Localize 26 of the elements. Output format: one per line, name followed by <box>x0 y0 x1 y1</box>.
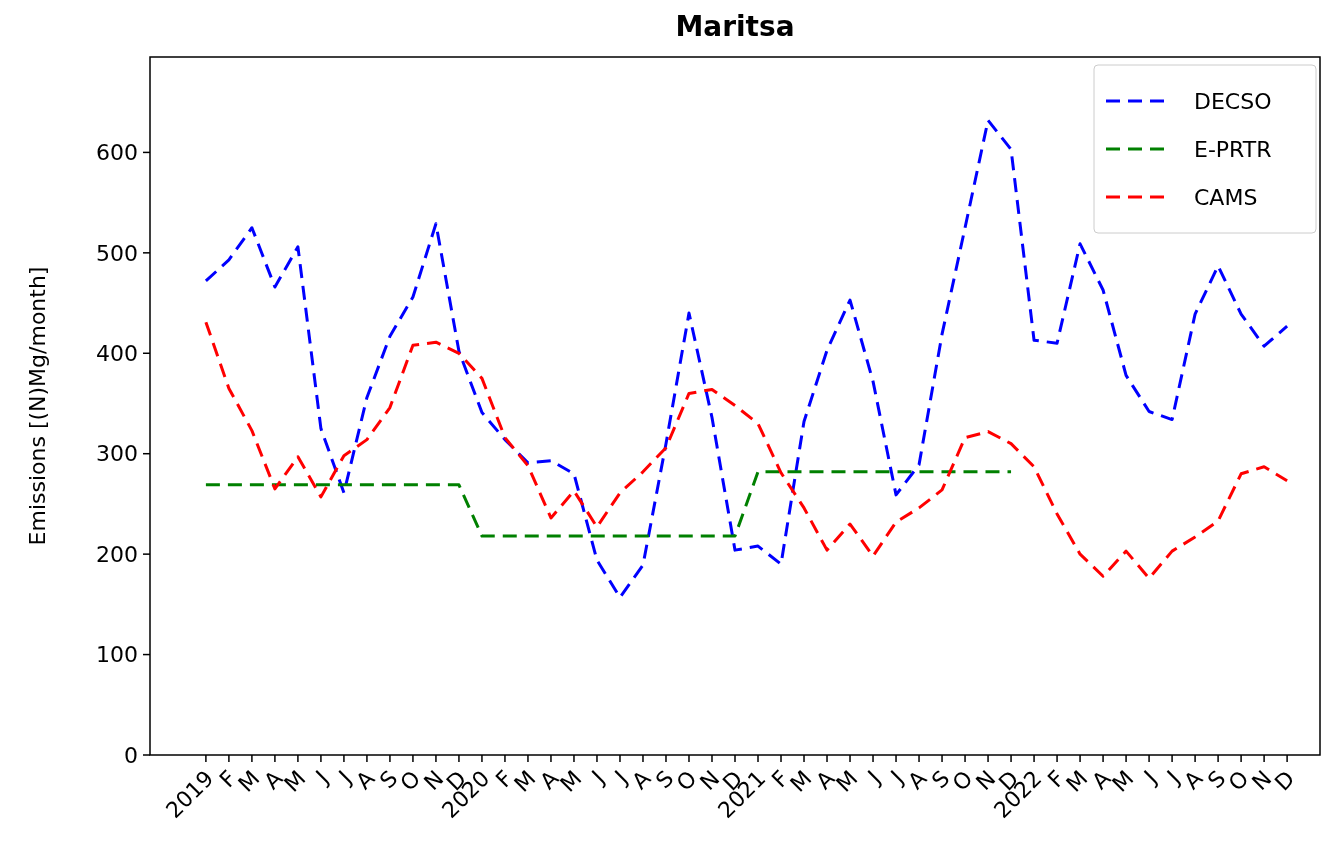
legend-label: DECSO <box>1194 88 1272 114</box>
y-tick-label: 300 <box>96 441 138 467</box>
y-tick-label: 500 <box>96 240 138 266</box>
x-tick-label: M <box>233 765 265 797</box>
legend-label: CAMS <box>1194 184 1258 210</box>
x-tick-label: M <box>1061 765 1093 797</box>
x-tick-label: J <box>309 765 334 790</box>
x-tick-label: J <box>1137 765 1162 790</box>
x-tick-label: J <box>861 765 886 790</box>
x-tick-label: J <box>585 765 610 790</box>
chart-title: Maritsa <box>675 10 795 43</box>
x-tick-label: M <box>785 765 817 797</box>
y-tick-label: 600 <box>96 140 138 166</box>
line-series <box>204 118 1289 599</box>
legend-label: E-PRTR <box>1194 136 1272 162</box>
y-tick-label: 0 <box>124 742 138 768</box>
x-tick-label: J <box>1160 765 1185 790</box>
y-tick-label: 200 <box>96 541 138 567</box>
y-axis-title: Emissions [(N)Mg/month] <box>25 266 50 546</box>
y-tick-label: 400 <box>96 340 138 366</box>
x-tick-label: M <box>509 765 541 797</box>
x-tick-label: J <box>608 765 633 790</box>
x-tick-label: J <box>884 765 909 790</box>
line-series <box>204 320 1289 580</box>
y-tick-label: 100 <box>96 642 138 668</box>
x-tick-label: J <box>332 765 357 790</box>
